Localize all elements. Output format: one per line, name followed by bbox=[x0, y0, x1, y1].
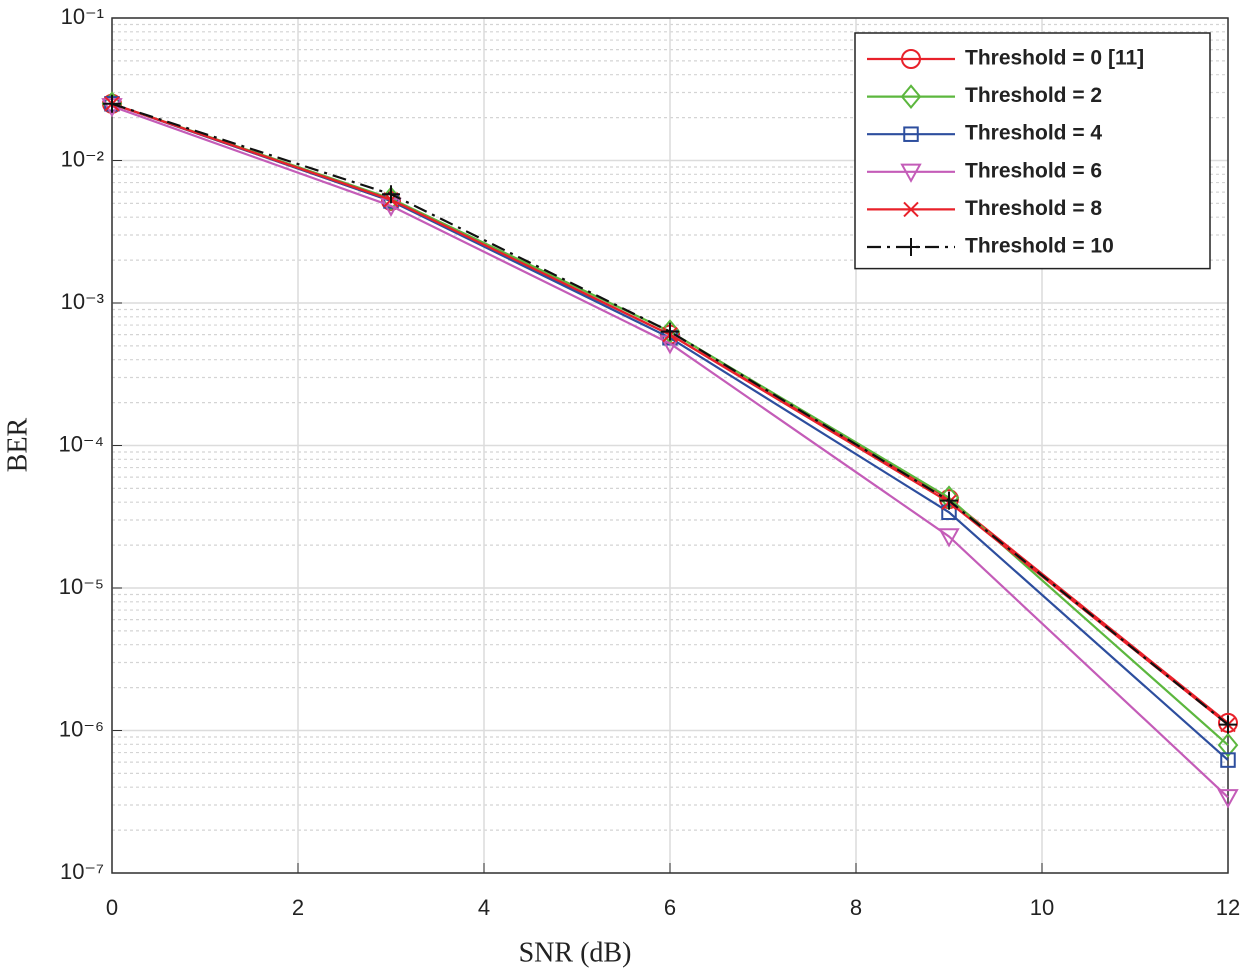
legend-marker bbox=[900, 163, 922, 183]
legend-marker bbox=[903, 126, 919, 142]
y-axis-label: BER bbox=[2, 417, 33, 472]
legend-marker bbox=[900, 84, 922, 109]
marker bbox=[938, 528, 960, 548]
x-tick-label: 4 bbox=[478, 895, 490, 920]
y-tick-label: 10⁻¹ bbox=[61, 4, 104, 29]
y-tick-label: 10⁻⁷ bbox=[60, 859, 104, 884]
x-tick-label: 0 bbox=[106, 895, 118, 920]
y-tick-label: 10⁻³ bbox=[61, 289, 104, 314]
x-tick-label: 8 bbox=[850, 895, 862, 920]
y-tick-label: 10⁻² bbox=[61, 146, 104, 171]
series-line bbox=[111, 105, 1229, 799]
legend-label: Threshold = 0 [11] bbox=[965, 47, 1144, 70]
legend-marker bbox=[901, 49, 921, 69]
x-tick-label: 10 bbox=[1030, 895, 1054, 920]
plot-frame bbox=[111, 17, 1229, 874]
legend-marker bbox=[902, 238, 920, 256]
marker bbox=[940, 491, 958, 510]
marker bbox=[1219, 715, 1237, 734]
x-tick-label: 2 bbox=[292, 895, 304, 920]
legend-label: Threshold = 8 bbox=[965, 197, 1102, 220]
y-tick-label: 10⁻⁴ bbox=[58, 431, 104, 456]
y-tick-label: 10⁻⁶ bbox=[59, 716, 104, 741]
legend-box bbox=[854, 32, 1211, 270]
marker bbox=[1217, 789, 1239, 809]
x-tick-label: 12 bbox=[1216, 895, 1240, 920]
y-tick-label: 10⁻⁵ bbox=[59, 574, 104, 599]
x-tick-label: 6 bbox=[664, 895, 676, 920]
series-line bbox=[111, 102, 1229, 726]
marker bbox=[1217, 732, 1239, 758]
legend-label: Threshold = 6 bbox=[965, 159, 1102, 182]
legend-label: Threshold = 10 bbox=[965, 235, 1114, 258]
legend-marker bbox=[903, 201, 919, 218]
legend-label: Threshold = 4 bbox=[965, 122, 1102, 145]
legend-label: Threshold = 2 bbox=[965, 84, 1102, 107]
marker bbox=[661, 322, 679, 341]
marker bbox=[1220, 752, 1236, 768]
marker bbox=[103, 94, 121, 113]
marker bbox=[382, 185, 400, 204]
x-axis-label: SNR (dB) bbox=[519, 937, 632, 968]
